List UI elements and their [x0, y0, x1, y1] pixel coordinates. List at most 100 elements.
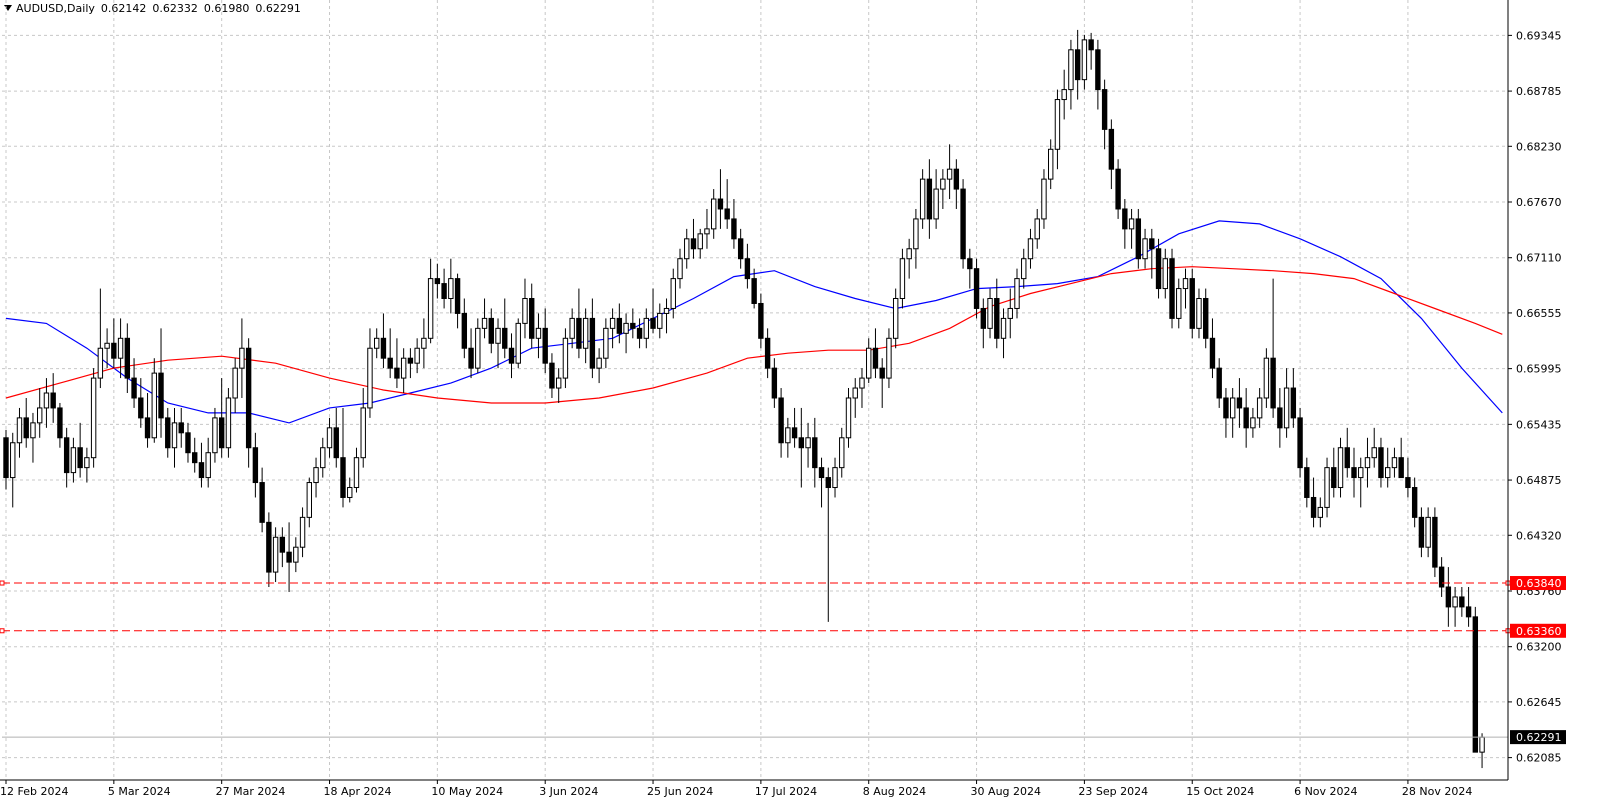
candle	[764, 328, 771, 379]
candle	[1074, 29, 1081, 100]
candle	[1479, 733, 1485, 769]
candle-body-bull	[1358, 467, 1364, 479]
candle-body-bull	[1256, 397, 1263, 419]
candle	[825, 467, 831, 622]
candle	[77, 422, 83, 478]
candle-body-bear	[165, 417, 171, 449]
candle	[980, 298, 986, 349]
candle-body-bull	[427, 278, 434, 339]
candle-body-bear	[407, 357, 414, 364]
dropdown-triangle-icon[interactable]	[4, 5, 12, 11]
candle	[427, 258, 434, 344]
candle-body-bull	[97, 347, 104, 379]
candle-body-bull	[785, 427, 791, 444]
candle-body-bear	[1459, 596, 1465, 608]
candle	[933, 169, 939, 229]
candle-body-bull	[933, 188, 939, 220]
candle-body-bull	[535, 327, 542, 339]
price-tick-label: 0.68230	[1516, 140, 1562, 153]
hline-price-tag-label: 0.63360	[1516, 625, 1562, 638]
candle-body-bull	[899, 258, 906, 300]
candle	[380, 313, 387, 369]
candle	[940, 169, 946, 209]
candle-body-bear	[488, 317, 494, 344]
candle-body-bull	[522, 298, 528, 324]
candle	[1243, 388, 1249, 448]
candle-body-bull	[400, 357, 407, 379]
candle	[245, 338, 252, 468]
candle-body-bear	[751, 278, 757, 304]
candle-body-bull	[663, 307, 670, 314]
current-price-tag-label: 0.62291	[1516, 731, 1562, 744]
candle	[1095, 39, 1101, 110]
candle	[360, 388, 366, 468]
candle-body-bear	[63, 437, 70, 474]
candle	[144, 393, 151, 448]
candle-body-bull	[555, 377, 562, 389]
time-tick-label: 27 Mar 2024	[216, 785, 286, 798]
candle	[454, 273, 461, 329]
price-tick-label: 0.62085	[1516, 752, 1562, 765]
candle-body-bull	[684, 238, 690, 260]
candle-body-bear	[589, 317, 596, 369]
candle-body-bull	[1229, 397, 1236, 419]
candle-body-bull	[913, 218, 919, 250]
candle-body-bull	[225, 397, 232, 449]
candle-body-bull	[859, 377, 865, 389]
candle	[1061, 69, 1067, 120]
candle	[711, 189, 717, 239]
candle-body-bear	[333, 427, 339, 459]
candle	[731, 199, 737, 249]
candle-body-bull	[1034, 218, 1040, 240]
candle	[299, 507, 306, 558]
candle-body-bull	[906, 248, 912, 260]
candle	[434, 263, 441, 299]
candle-body-bear	[50, 392, 56, 409]
price-axis: 0.69345 0.68785 0.68230 0.67670 0.67110 0.665…	[1508, 29, 1562, 765]
candle-body-bull	[272, 536, 279, 573]
candle-body-bear	[872, 347, 879, 369]
candle-body-bear	[1149, 238, 1155, 250]
moving-averages	[5, 220, 1503, 424]
candle	[10, 432, 16, 508]
candle	[1283, 368, 1290, 438]
candle	[1128, 208, 1135, 249]
candle	[481, 298, 488, 339]
candle	[623, 313, 629, 354]
candle	[266, 512, 272, 588]
candle	[704, 208, 710, 249]
candle-body-bull	[1425, 516, 1431, 548]
candle-body-bear	[340, 457, 346, 498]
candle	[1405, 457, 1411, 498]
horizontal-lines[interactable]	[0, 580, 1511, 738]
candle	[306, 477, 313, 528]
candle-body-bull	[603, 327, 609, 359]
candle	[84, 447, 90, 483]
candle	[1054, 89, 1061, 170]
candle	[758, 293, 764, 349]
candle	[650, 288, 656, 334]
candle-body-bull	[852, 387, 858, 399]
candle-body-bull	[839, 437, 845, 469]
candle	[1068, 39, 1074, 110]
candle-body-bear	[630, 322, 636, 329]
candle-body-bear	[879, 367, 885, 379]
candle-body-bear	[144, 417, 151, 439]
candle-body-bear	[1108, 128, 1115, 170]
candle-body-bear	[529, 298, 535, 339]
candle-body-bear	[1122, 208, 1128, 230]
current-price-tag	[1510, 730, 1566, 745]
candle	[414, 338, 420, 374]
candlesticks	[3, 29, 1485, 769]
candle-body-bull	[205, 452, 211, 479]
candle	[387, 328, 393, 379]
candle-body-bull	[326, 427, 333, 449]
candle	[1176, 278, 1182, 329]
candle-body-bull	[515, 322, 521, 364]
candle	[1331, 447, 1337, 498]
candle-body-bear	[1088, 39, 1094, 51]
candle	[832, 457, 838, 498]
time-tick-label: 25 Jun 2024	[647, 785, 713, 798]
candle	[1014, 268, 1020, 319]
